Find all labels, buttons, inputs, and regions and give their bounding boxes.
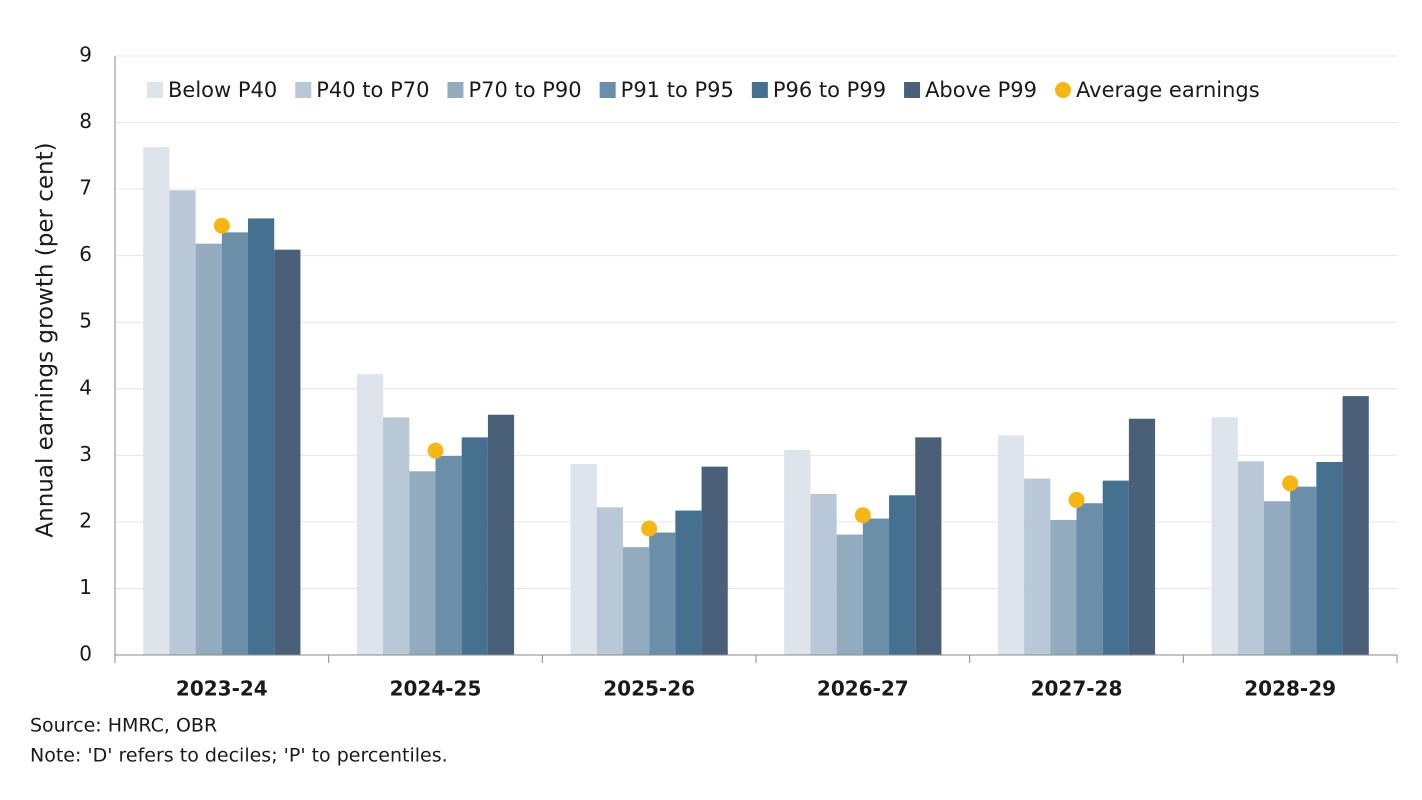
bar xyxy=(596,507,623,655)
bar xyxy=(435,455,462,655)
legend-marker xyxy=(751,82,768,98)
x-tick-label: 2023-24 xyxy=(176,677,268,701)
average-dot xyxy=(213,217,230,234)
x-tick-label: 2028-29 xyxy=(1244,677,1336,701)
legend-marker xyxy=(1055,82,1072,98)
bar xyxy=(1316,461,1343,655)
y-tick-label: 7 xyxy=(79,176,92,200)
legend-label: Below P40 xyxy=(168,78,277,102)
bar xyxy=(1024,478,1051,655)
average-dot xyxy=(641,520,658,537)
bar xyxy=(1076,503,1103,655)
bar xyxy=(915,437,942,655)
y-tick-label: 8 xyxy=(79,109,92,133)
bar xyxy=(248,218,275,655)
bar xyxy=(675,510,702,655)
y-tick-label: 5 xyxy=(79,309,92,333)
bar xyxy=(889,495,916,655)
bar xyxy=(1290,486,1317,655)
bar xyxy=(195,243,222,656)
bar xyxy=(570,463,597,655)
x-tick-label: 2027-28 xyxy=(1031,677,1123,701)
y-tick-label: 6 xyxy=(79,242,92,266)
bar xyxy=(461,437,488,655)
bar xyxy=(356,374,384,655)
bar xyxy=(1237,461,1264,655)
average-dot xyxy=(854,507,871,524)
y-tick-label: 1 xyxy=(79,575,92,599)
y-tick-label: 0 xyxy=(79,642,92,666)
legend-label: P96 to P99 xyxy=(773,78,886,102)
legend-label: P70 to P90 xyxy=(468,78,581,102)
bar xyxy=(1128,418,1156,655)
y-tick-label: 2 xyxy=(79,508,92,532)
bar xyxy=(701,466,728,655)
y-tick-label: 9 xyxy=(79,43,92,67)
y-axis-title: Annual earnings growth (per cent) xyxy=(33,142,59,537)
average-dot xyxy=(1282,475,1299,492)
legend-marker xyxy=(447,82,464,98)
y-tick-label: 4 xyxy=(79,375,92,399)
y-tick-label: 3 xyxy=(79,442,92,466)
bar xyxy=(1263,501,1291,655)
bar xyxy=(622,547,650,655)
bar xyxy=(221,232,249,655)
average-dot xyxy=(1068,491,1085,508)
bar xyxy=(1342,396,1369,655)
note: Note: 'D' refers to deciles; 'P' to perc… xyxy=(30,745,448,767)
source: Source: HMRC, OBR xyxy=(30,715,217,737)
bar xyxy=(169,190,196,656)
bar xyxy=(143,147,170,656)
bar xyxy=(1050,519,1077,655)
bar xyxy=(487,414,515,655)
bar xyxy=(649,532,676,655)
average-dot xyxy=(427,442,444,459)
x-tick-label: 2025-26 xyxy=(603,677,695,701)
bar xyxy=(836,534,863,655)
bar xyxy=(274,249,301,655)
legend-label: P40 to P70 xyxy=(316,78,429,102)
bar xyxy=(1102,480,1129,655)
legend-marker xyxy=(904,82,921,98)
legend-label: P91 to P95 xyxy=(621,78,734,102)
legend-marker xyxy=(295,82,312,98)
legend-marker xyxy=(599,82,616,98)
bar xyxy=(810,493,837,655)
legend-label: Average earnings xyxy=(1076,78,1260,102)
legend-marker xyxy=(147,82,163,98)
legend-label: Above P99 xyxy=(925,78,1037,102)
bar xyxy=(409,471,436,655)
bar xyxy=(997,435,1025,655)
bar xyxy=(784,450,811,655)
x-tick-label: 2026-27 xyxy=(817,677,909,701)
bar xyxy=(1211,417,1238,655)
bar xyxy=(383,417,410,655)
x-tick-label: 2024-25 xyxy=(390,677,482,701)
bar xyxy=(862,518,890,655)
